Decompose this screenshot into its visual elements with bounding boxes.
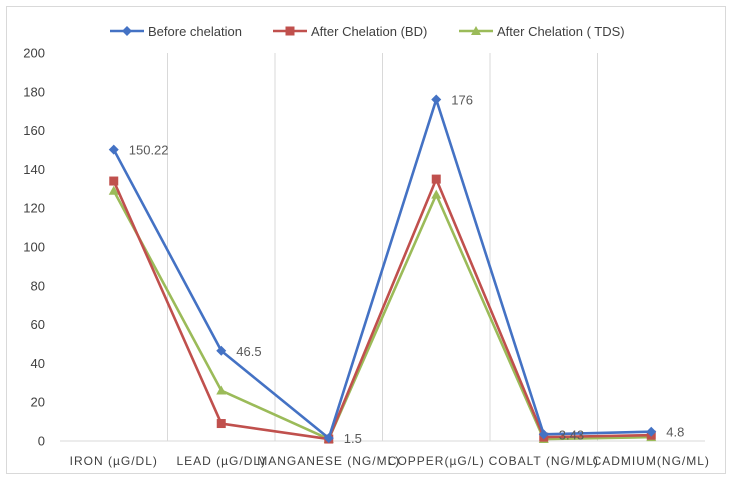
legend-marker bbox=[471, 26, 481, 35]
data-point bbox=[216, 385, 227, 395]
data-label: 3.43 bbox=[559, 427, 584, 442]
legend-label: After Chelation (BD) bbox=[311, 24, 427, 39]
data-point bbox=[216, 345, 227, 356]
legend-marker bbox=[285, 26, 295, 36]
data-label: 150.22 bbox=[129, 143, 169, 158]
data-labels: 150.22 46.5 1.5 176 3.43 4.8 bbox=[129, 93, 685, 447]
x-tick-label: IRON (µG/DL) bbox=[70, 454, 158, 468]
data-point bbox=[216, 419, 226, 429]
data-point bbox=[108, 185, 119, 195]
series-line bbox=[112, 190, 652, 441]
y-tick-label: 180 bbox=[23, 84, 45, 99]
chart-frame bbox=[6, 6, 726, 474]
data-label: 176 bbox=[451, 93, 473, 108]
x-tick-label: MANGANESE (NG/ML) bbox=[257, 454, 400, 468]
y-tick-label: 0 bbox=[38, 434, 45, 449]
y-tick-label: 140 bbox=[23, 162, 45, 177]
data-point bbox=[431, 189, 442, 199]
y-tick-label: 100 bbox=[23, 240, 45, 255]
x-tick-label: COBALT (NG/ML) bbox=[489, 454, 599, 468]
x-tick-label: LEAD (µG/DL) bbox=[176, 454, 266, 468]
x-axis: IRON (µG/DL) LEAD (µG/DL)MANGANESE (NG/ML… bbox=[60, 440, 710, 468]
data-point bbox=[108, 144, 119, 155]
data-point bbox=[431, 174, 441, 184]
series-before-chelation bbox=[108, 94, 657, 444]
y-axis: 0 20 40 60 80 100 120 140 160 180 200 bbox=[23, 46, 45, 449]
x-tick-label: COPPER(µG/L) bbox=[388, 454, 485, 468]
data-label: 46.5 bbox=[236, 344, 261, 359]
series-layer bbox=[108, 94, 657, 444]
legend-item-after-chelation-tds: After Chelation ( TDS) bbox=[459, 24, 625, 39]
legend-label: Before chelation bbox=[148, 24, 242, 39]
y-tick-label: 20 bbox=[31, 395, 45, 410]
y-tick-label: 80 bbox=[31, 278, 45, 293]
y-tick-label: 60 bbox=[31, 317, 45, 332]
series-line bbox=[112, 177, 652, 441]
x-tick-label: CADMIUM(NG/ML) bbox=[593, 454, 710, 468]
y-tick-label: 160 bbox=[23, 123, 45, 138]
legend-item-before-chelation: Before chelation bbox=[110, 24, 242, 39]
legend-item-after-chelation-bd: After Chelation (BD) bbox=[273, 24, 427, 39]
y-tick-label: 200 bbox=[23, 46, 45, 61]
y-tick-label: 120 bbox=[23, 201, 45, 216]
series-line bbox=[112, 98, 652, 440]
legend-label: After Chelation ( TDS) bbox=[497, 24, 625, 39]
grid-lines bbox=[167, 53, 598, 441]
data-point bbox=[538, 429, 549, 440]
legend-marker bbox=[122, 26, 132, 36]
data-label: 4.8 bbox=[666, 425, 684, 440]
data-point bbox=[323, 433, 334, 444]
y-tick-label: 40 bbox=[31, 356, 45, 371]
data-point bbox=[431, 94, 442, 105]
data-label: 1.5 bbox=[344, 431, 362, 446]
data-point bbox=[646, 426, 657, 437]
legend: Before chelation After Chelation (BD) Afte… bbox=[110, 24, 625, 39]
data-point bbox=[109, 176, 119, 186]
